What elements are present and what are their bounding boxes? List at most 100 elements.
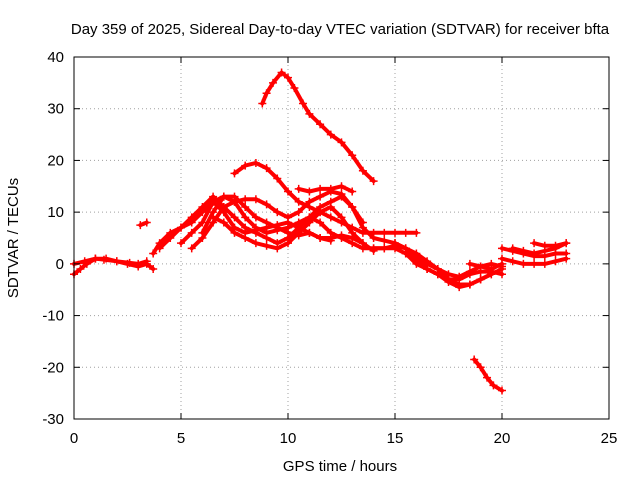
data-point — [198, 218, 207, 227]
data-point — [230, 213, 239, 222]
data-point — [326, 130, 335, 139]
data-point — [380, 244, 389, 253]
data-point — [269, 78, 278, 87]
data-point — [316, 208, 325, 217]
data-point — [316, 234, 325, 242]
data-point — [262, 228, 271, 237]
data-point — [80, 257, 89, 266]
data-point — [258, 99, 267, 108]
data-point — [305, 202, 314, 211]
data-point — [262, 89, 271, 98]
data-point — [316, 120, 325, 129]
series-track-c — [136, 218, 151, 230]
data-point — [380, 236, 389, 245]
x-tick-label: 0 — [70, 430, 78, 447]
y-tick-label: -10 — [42, 308, 64, 325]
x-tick-label: 5 — [177, 430, 185, 447]
data-point — [508, 257, 517, 266]
data-point — [326, 228, 335, 237]
data-point — [209, 197, 218, 206]
data-point — [102, 254, 111, 263]
data-point — [277, 68, 286, 77]
data-point — [540, 241, 549, 250]
data-point — [294, 197, 303, 206]
data-point — [262, 164, 271, 173]
chart-title: Day 359 of 2025, Sidereal Day-to-day VTE… — [71, 21, 610, 38]
data-point — [369, 228, 378, 237]
data-point — [423, 265, 432, 274]
x-tick-label: 10 — [280, 430, 297, 447]
data-point — [348, 223, 357, 232]
data-point — [348, 202, 357, 211]
data-point — [540, 259, 549, 268]
data-point — [298, 99, 307, 108]
data-point — [230, 228, 239, 237]
data-point — [465, 280, 474, 289]
data-point — [401, 228, 410, 237]
data-point — [508, 244, 517, 253]
x-tick-label: 25 — [601, 430, 618, 447]
data-point — [369, 244, 378, 253]
data-point — [530, 239, 539, 248]
data-point — [519, 259, 528, 268]
data-point — [455, 272, 464, 281]
series-line — [157, 194, 365, 251]
data-point — [187, 213, 196, 222]
x-axis-label: GPS time / hours — [283, 458, 397, 475]
data-point — [476, 363, 485, 372]
data-point — [187, 228, 196, 237]
data-point — [177, 239, 185, 248]
x-tick-label: 20 — [494, 430, 511, 447]
data-point — [251, 159, 260, 168]
data-point — [142, 257, 151, 266]
data-point — [305, 109, 314, 118]
data-point — [423, 257, 432, 266]
data-point — [251, 223, 260, 232]
data-point — [149, 265, 158, 274]
data-point — [294, 218, 303, 227]
data-point — [391, 228, 399, 237]
data-point — [487, 265, 496, 274]
data-point — [412, 259, 421, 268]
data-point — [562, 254, 571, 263]
data-point — [134, 259, 143, 268]
data-point — [230, 169, 239, 178]
series-track-a — [70, 254, 158, 279]
data-point — [230, 197, 239, 206]
data-point — [209, 213, 218, 222]
data-point — [348, 151, 357, 160]
data-point — [290, 84, 299, 93]
data-point — [519, 246, 528, 255]
x-tick-label: 15 — [387, 430, 404, 447]
data-point — [455, 283, 464, 292]
data-point — [273, 244, 282, 253]
data-point — [316, 218, 325, 227]
data-point — [326, 213, 335, 222]
data-point — [251, 239, 260, 248]
data-point — [316, 184, 325, 193]
data-point — [241, 234, 250, 242]
data-point — [251, 213, 260, 222]
axis-ticks: 0 5 10 15 20 25 -30 -20 -10 0 10 20 30 40 — [42, 49, 617, 447]
data-point — [530, 249, 539, 258]
data-point — [219, 202, 228, 211]
data-point — [187, 244, 196, 253]
data-point — [294, 184, 303, 193]
data-point — [241, 202, 250, 211]
data-point — [412, 249, 421, 258]
data-point — [294, 228, 303, 237]
data-point — [444, 277, 453, 286]
data-point — [337, 234, 346, 242]
series-line — [472, 357, 504, 393]
data-point — [337, 190, 346, 199]
data-point — [125, 258, 134, 267]
data-point — [316, 192, 325, 201]
series-track-o — [401, 249, 496, 292]
data-point — [551, 257, 560, 266]
data-series — [70, 68, 571, 395]
data-point — [198, 228, 207, 237]
series-track-l — [294, 182, 357, 196]
data-point — [177, 223, 185, 232]
data-point — [476, 262, 485, 271]
